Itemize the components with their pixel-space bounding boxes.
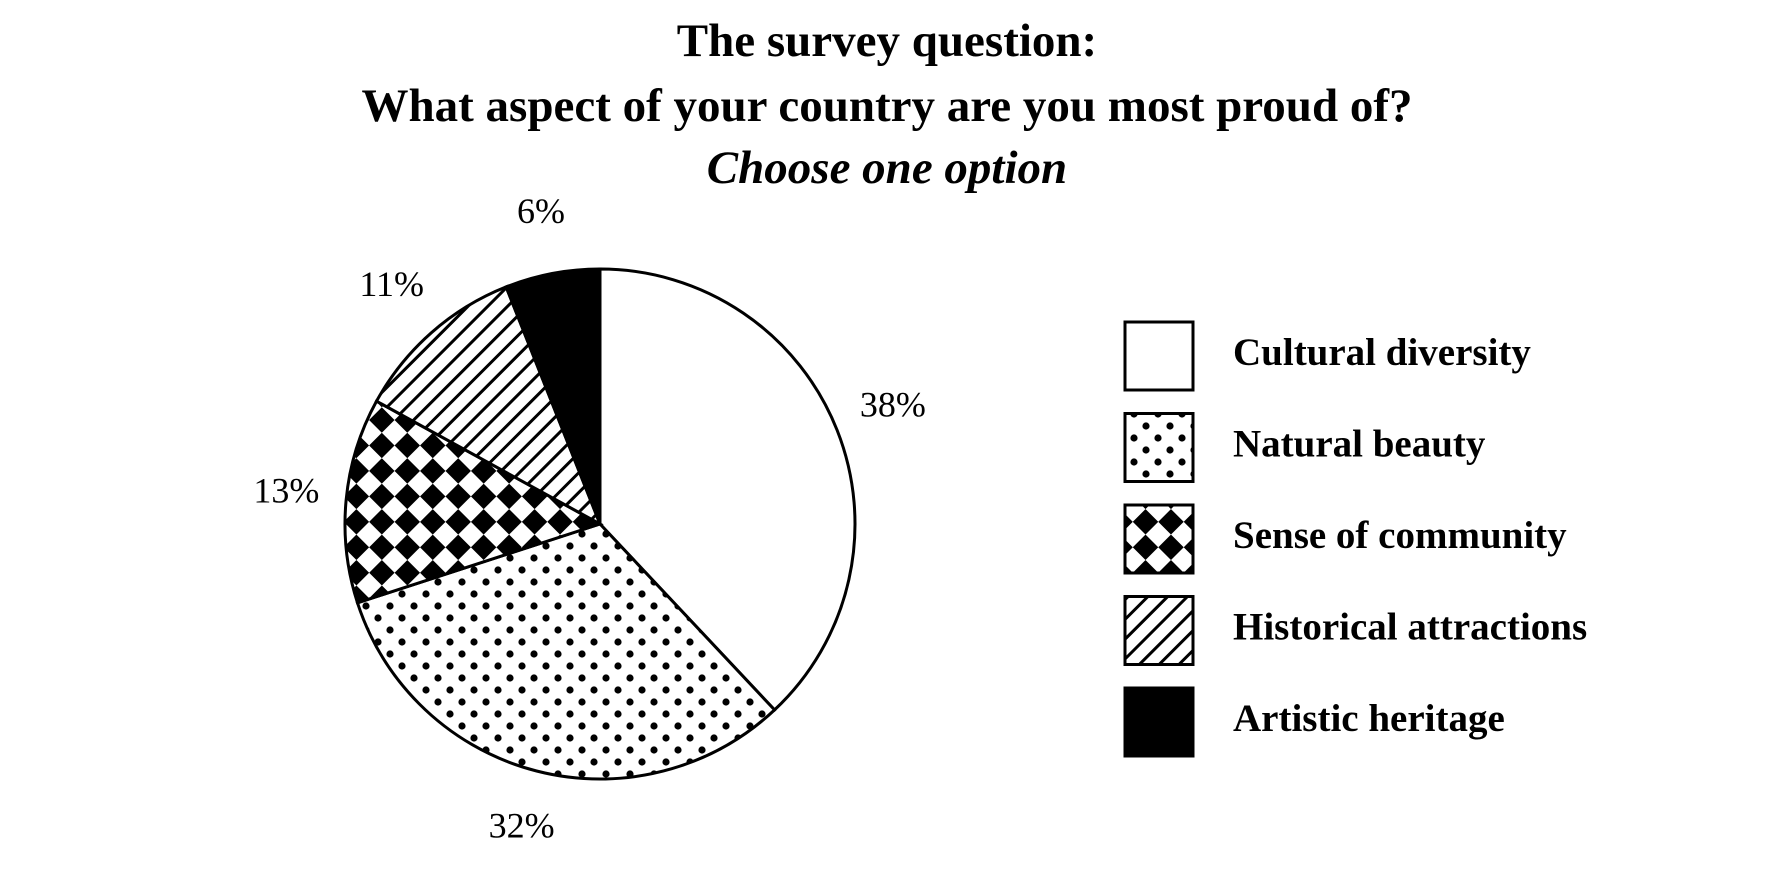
- legend-swatch: [1123, 595, 1195, 666]
- chart-title: The survey question:: [677, 15, 1097, 67]
- value-label: 32%: [489, 805, 555, 845]
- legend-swatch: [1123, 412, 1195, 483]
- legend-label: Historical attractions: [1233, 605, 1587, 648]
- pie-slice: [374, 284, 603, 528]
- pie-slice: [355, 522, 777, 781]
- legend-swatch: [1123, 686, 1195, 758]
- legend-swatch: [1123, 320, 1195, 392]
- value-label: 6%: [517, 191, 565, 231]
- legend-label: Natural beauty: [1233, 422, 1486, 465]
- legend-label: Sense of community: [1233, 514, 1567, 557]
- value-label: 11%: [359, 264, 424, 304]
- pie-slice: [598, 267, 857, 713]
- value-label: 38%: [860, 384, 926, 424]
- legend-label: Cultural diversity: [1233, 331, 1531, 374]
- value-label: 13%: [253, 471, 319, 511]
- pie-slice: [504, 267, 602, 525]
- legend-swatch: [1123, 503, 1195, 575]
- chart-title: What aspect of your country are you most…: [362, 80, 1413, 132]
- pie-slice: [343, 399, 604, 605]
- chart-subtitle: Choose one option: [707, 142, 1067, 194]
- legend-label: Artistic heritage: [1233, 697, 1505, 740]
